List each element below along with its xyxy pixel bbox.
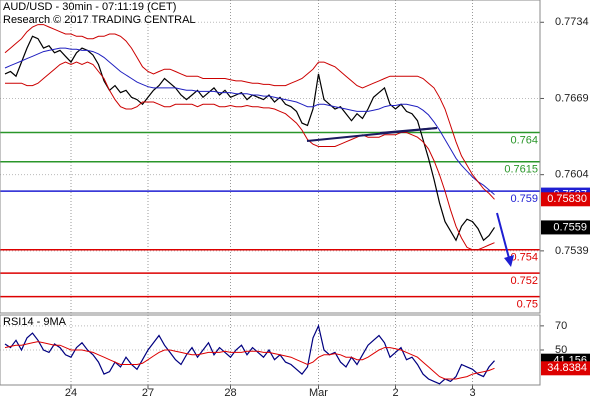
- value-marker: [541, 361, 590, 376]
- y-tick-label: 0.7734: [555, 16, 589, 28]
- x-tick-label: 27: [142, 387, 154, 399]
- x-tick-label: 28: [224, 387, 236, 399]
- level-label: 0.754: [510, 252, 538, 264]
- x-tick-label: Mar: [309, 387, 328, 399]
- series-line: [4, 341, 495, 380]
- trend-line: [379, 127, 438, 134]
- rsi-frame: [0, 314, 541, 386]
- chart-subtitle: Research © 2017 TRADING CENTRAL: [3, 14, 196, 26]
- x-tick-label: 3: [469, 387, 475, 399]
- y-tick-label: 70: [555, 320, 567, 332]
- forecast-arrow: [496, 212, 511, 263]
- level-label: 0.759: [510, 193, 538, 205]
- value-marker-label: 0.75830: [547, 193, 587, 205]
- y-tick-label: 0.7539: [555, 245, 589, 257]
- level-label: 0.752: [510, 275, 538, 287]
- x-tick-label: 2: [392, 387, 398, 399]
- forecast-arrow-head: [504, 255, 514, 267]
- value-marker: [541, 192, 590, 207]
- level-label: 0.764: [510, 134, 538, 146]
- y-tick-label: 0.7604: [555, 169, 589, 181]
- level-label: 0.7615: [504, 164, 538, 176]
- series-line: [4, 24, 495, 200]
- y-tick-label: 0.7669: [555, 92, 589, 104]
- main-frame: [0, 0, 541, 314]
- series-line: [4, 47, 495, 195]
- series-line: [5, 61, 495, 251]
- level-label: 0.75: [517, 298, 538, 310]
- chart-title: AUD/USD - 30min - 07:11:19 (CET): [3, 1, 176, 13]
- y-tick-label: 50: [555, 344, 567, 356]
- value-marker: [541, 220, 590, 235]
- x-tick-label: 24: [65, 387, 77, 399]
- value-marker-label: 34.8384: [547, 362, 587, 374]
- value-marker-label: 0.7559: [553, 221, 587, 233]
- panel-title: RSI14 - 9MA: [3, 316, 67, 328]
